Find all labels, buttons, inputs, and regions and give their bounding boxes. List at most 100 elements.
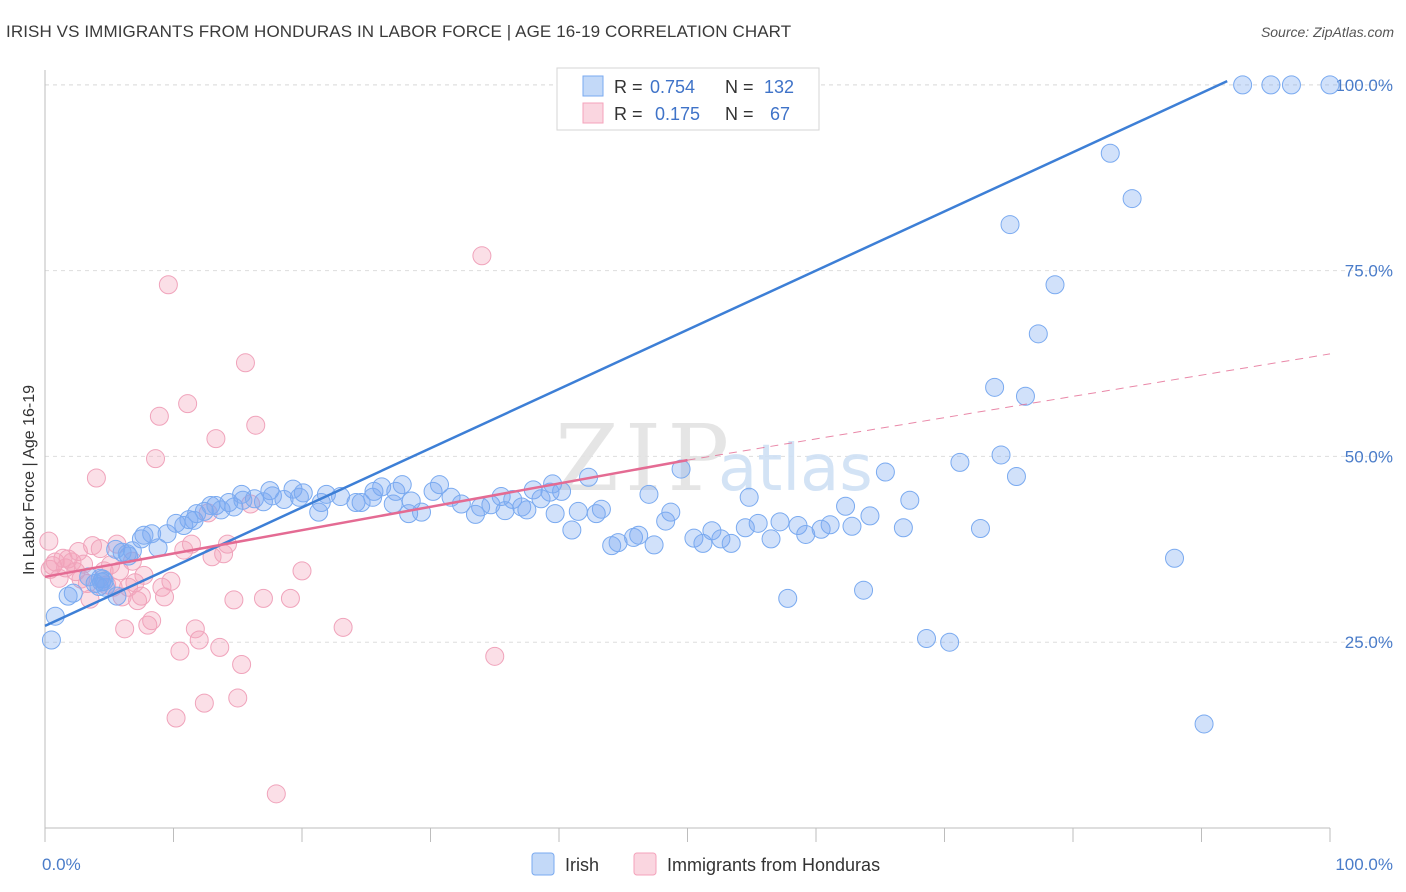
legend-r-label-honduras: R = [614, 104, 643, 124]
honduras-point-50 [206, 429, 226, 449]
honduras-point-38 [158, 275, 178, 295]
irish-point-24 [174, 516, 194, 536]
legend-swatch-irish [582, 75, 604, 97]
legend-n-value-irish: 132 [764, 77, 794, 97]
honduras-point-34 [146, 449, 166, 469]
honduras-points [39, 246, 505, 804]
irish-point-27 [187, 504, 207, 524]
irish-point-128 [1320, 75, 1340, 95]
honduras-trend-extension [687, 353, 1331, 461]
irish-point-116 [970, 519, 990, 539]
irish-point-43 [293, 483, 313, 503]
irish-point-127 [1194, 714, 1214, 734]
honduras-point-64 [333, 617, 353, 637]
honduras-point-23 [110, 561, 130, 581]
irish-point-2 [58, 586, 78, 606]
honduras-point-60 [253, 588, 273, 608]
legend-n-label-irish: N = [725, 77, 754, 97]
y-tick-labels: 25.0% 50.0% 75.0% 100.0% [1335, 76, 1393, 652]
irish-point-39 [262, 486, 282, 506]
watermark-zip: ZIP [555, 405, 735, 512]
irish-point-129 [1233, 75, 1253, 95]
irish-point-84 [624, 527, 644, 547]
irish-point-107 [842, 516, 862, 536]
honduras-point-15 [83, 536, 103, 556]
watermark-atlas: atlas [718, 432, 873, 506]
irish-point-101 [778, 588, 798, 608]
bottom-legend-swatch-irish [531, 852, 555, 876]
honduras-point-25 [115, 619, 135, 639]
stats-legend: R = 0.754 N = 132 R = 0.175 N = 67 [556, 67, 820, 131]
irish-point-88 [656, 511, 676, 531]
irish-point-117 [985, 377, 1005, 397]
irish-point-122 [1000, 215, 1020, 235]
irish-point-55 [392, 475, 412, 495]
irish-point-85 [629, 525, 649, 545]
irish-point-0 [41, 630, 61, 650]
honduras-point-0 [39, 531, 59, 551]
honduras-point-54 [224, 590, 244, 610]
irish-point-95 [721, 533, 741, 553]
irish-point-18 [131, 529, 151, 549]
legend-n-label-honduras: N = [725, 104, 754, 124]
irish-point-19 [134, 525, 154, 545]
irish-point-108 [854, 580, 874, 600]
honduras-point-55 [228, 688, 248, 708]
irish-point-96 [735, 518, 755, 538]
bottom-legend-label-irish: Irish [565, 855, 599, 875]
honduras-trend-line [44, 458, 688, 579]
irish-point-91 [684, 528, 704, 548]
honduras-point-63 [292, 561, 312, 581]
trend-lines [44, 80, 1331, 628]
legend-n-value-honduras: 67 [770, 104, 790, 124]
irish-point-38 [260, 481, 280, 501]
honduras-point-51 [210, 637, 230, 657]
irish-point-103 [796, 524, 816, 544]
irish-point-126 [1165, 548, 1185, 568]
honduras-point-41 [170, 641, 190, 661]
irish-point-119 [1006, 466, 1026, 486]
honduras-point-46 [189, 630, 209, 650]
irish-point-3 [63, 583, 83, 603]
irish-point-112 [900, 490, 920, 510]
irish-point-120 [1015, 386, 1035, 406]
legend-swatch-honduras [582, 102, 604, 124]
irish-point-81 [591, 499, 611, 519]
honduras-point-57 [235, 353, 255, 373]
irish-point-83 [608, 533, 628, 553]
irish-point-78 [568, 501, 588, 521]
irish-point-86 [639, 484, 659, 504]
honduras-point-35 [149, 406, 169, 426]
irish-point-125 [1122, 189, 1142, 209]
honduras-point-45 [185, 619, 205, 639]
honduras-point-56 [232, 655, 252, 675]
irish-point-97 [739, 487, 759, 507]
irish-point-111 [893, 518, 913, 538]
chart-title: IRISH VS IMMIGRANTS FROM HONDURAS IN LAB… [6, 22, 792, 41]
irish-point-31 [211, 500, 231, 520]
irish-point-109 [860, 506, 880, 526]
x-tick-label-0: 0.0% [42, 855, 81, 874]
irish-point-123 [1045, 275, 1065, 295]
y-axis-label: In Labor Force | Age 16-19 [21, 385, 38, 575]
irish-point-124 [1100, 143, 1120, 163]
legend-r-label-irish: R = [614, 77, 643, 97]
irish-point-118 [991, 445, 1011, 465]
series-legend: Irish Immigrants from Honduras [531, 852, 880, 876]
irish-point-106 [836, 496, 856, 516]
irish-points [41, 75, 1340, 734]
x-tick-labels: 0.0% 100.0% [42, 828, 1393, 874]
honduras-point-65 [472, 246, 492, 266]
stats-legend-frame [556, 67, 820, 131]
irish-point-114 [940, 632, 960, 652]
honduras-point-47 [194, 693, 214, 713]
bottom-legend-label-honduras: Immigrants from Honduras [667, 855, 880, 875]
irish-point-11 [94, 571, 114, 591]
irish-point-20 [142, 524, 162, 544]
irish-point-110 [875, 462, 895, 482]
irish-point-130 [1261, 75, 1281, 95]
irish-point-49 [351, 493, 371, 513]
watermark: ZIP atlas [555, 405, 873, 512]
irish-point-87 [644, 535, 664, 555]
